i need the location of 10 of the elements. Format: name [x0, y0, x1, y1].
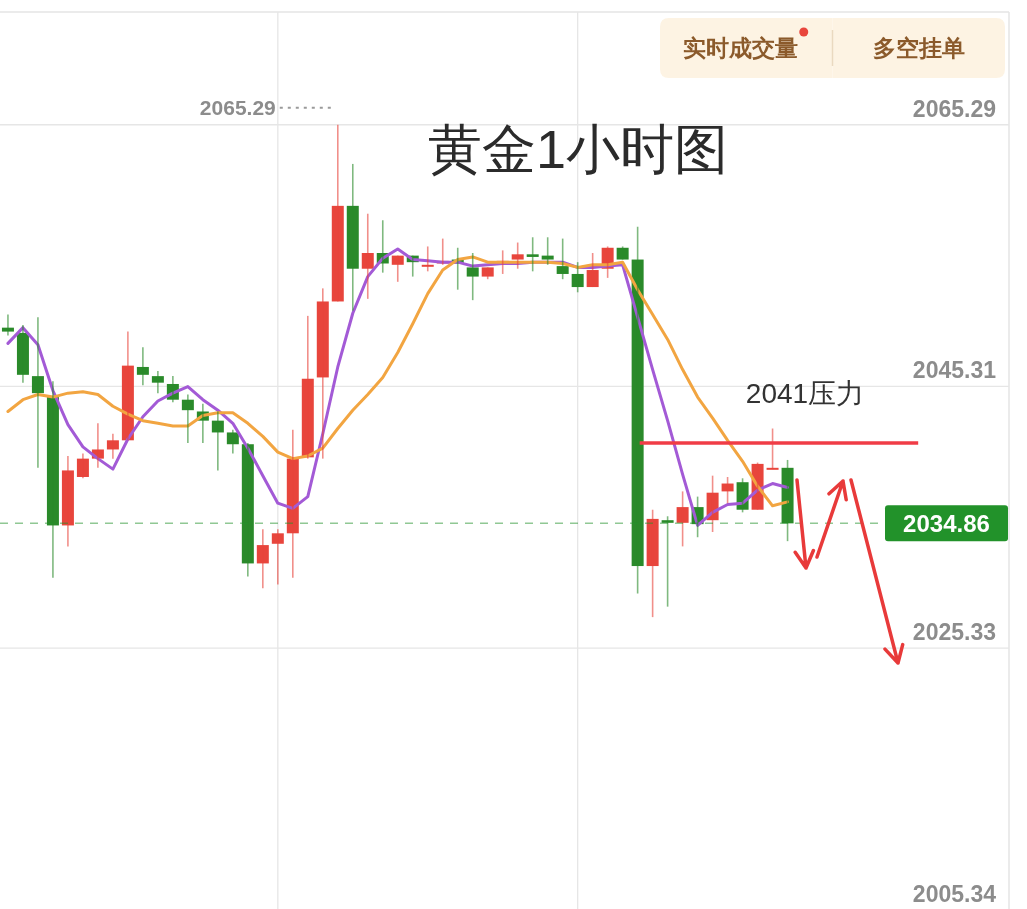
y-tick-label: 2045.31: [912, 357, 997, 384]
annotation: 实时成交量: [682, 35, 798, 61]
text: 多空挂单: [872, 35, 965, 61]
ref-line-label: 2041压力: [745, 377, 865, 409]
ref-line-label: 2034.86: [903, 509, 990, 537]
text: 黄金1小时图: [427, 119, 729, 179]
y-tick-label: 2065.29: [912, 95, 996, 122]
y-tick-label: 2005.34: [912, 881, 997, 907]
y-tick-label: 2025.33: [912, 619, 996, 646]
annotation: 2065.29: [199, 95, 276, 119]
